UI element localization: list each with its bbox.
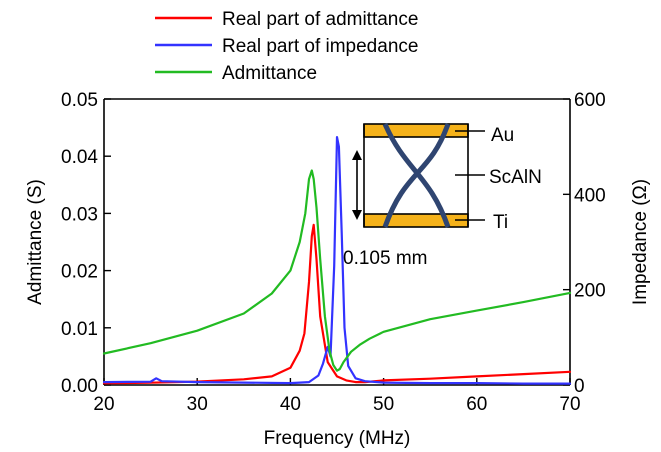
legend-label-1: Real part of admittance: [222, 9, 418, 30]
left-y-tick-label: 0.01: [61, 319, 98, 340]
inset-schematic: Au ScAlN Ti 0.105 mm: [343, 123, 542, 269]
right-y-tick-label: 200: [574, 281, 606, 302]
series-line-3: [102, 169, 572, 372]
legend-label-3: Admittance: [222, 63, 317, 84]
right-y-tick-label: 600: [574, 90, 606, 111]
x-tick-label: 50: [373, 394, 394, 415]
left-y-tick-label: 0.02: [61, 262, 98, 283]
axis-ticks: 20 30 40 50 60 70 0.00 0.01 0.02 0.03 0.04 0.05 0 200…: [61, 90, 606, 415]
legend-label-2: Real part of impedance: [222, 36, 418, 57]
x-tick-label: 20: [93, 394, 114, 415]
x-axis-title: Frequency (MHz): [264, 428, 411, 449]
x-tick-label: 60: [466, 394, 487, 415]
x-tick-label: 70: [559, 394, 580, 415]
x-tick-label: 30: [187, 394, 208, 415]
right-y-tick-label: 400: [574, 185, 606, 206]
ti-label: Ti: [493, 212, 508, 233]
bottom-electrode: [363, 213, 469, 228]
right-y-tick-label: 0: [574, 376, 585, 397]
strain-curve-right: [382, 123, 451, 228]
left-axis-title: Admittance (S): [25, 179, 46, 305]
top-electrode: [363, 123, 469, 138]
thickness-arrow-bottom: [352, 210, 362, 220]
au-label: Au: [491, 125, 514, 146]
left-y-tick-label: 0.05: [61, 90, 98, 111]
legend: Real part of admittance Real part of impe…: [155, 9, 418, 84]
right-axis-title: Impedance (Ω): [630, 179, 651, 305]
series-line-1: [102, 223, 572, 385]
left-y-tick-label: 0.03: [61, 204, 98, 225]
series-line-2: [102, 136, 572, 385]
left-y-tick-label: 0.00: [61, 376, 98, 397]
series-layer: [102, 136, 572, 385]
scaln-label: ScAlN: [489, 167, 542, 188]
plot-frame: [103, 98, 571, 386]
thickness-arrow-top: [352, 150, 362, 160]
left-y-tick-label: 0.04: [61, 147, 98, 168]
thickness-label: 0.105 mm: [343, 248, 427, 269]
x-tick-label: 40: [280, 394, 301, 415]
